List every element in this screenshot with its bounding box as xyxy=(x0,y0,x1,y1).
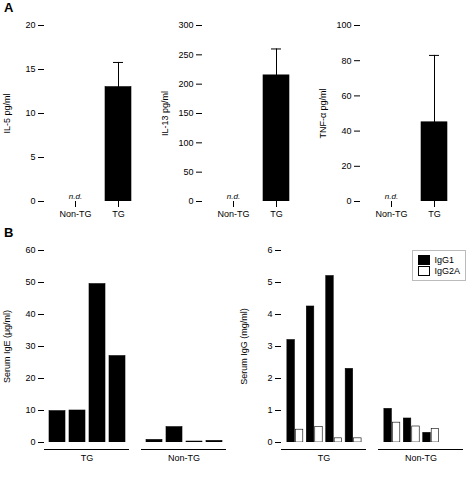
svg-text:Non-TG: Non-TG xyxy=(168,453,200,463)
svg-text:60: 60 xyxy=(341,91,351,101)
svg-text:20: 20 xyxy=(341,161,351,171)
svg-text:20: 20 xyxy=(25,373,35,383)
svg-text:TG: TG xyxy=(318,453,331,463)
svg-text:2: 2 xyxy=(267,373,272,383)
svg-text:10: 10 xyxy=(25,108,35,118)
svg-text:n.d.: n.d. xyxy=(227,192,240,201)
svg-text:200: 200 xyxy=(178,79,193,89)
svg-text:6: 6 xyxy=(267,245,272,255)
svg-text:TG: TG xyxy=(112,209,125,219)
svg-text:10: 10 xyxy=(25,405,35,415)
svg-text:Serum IgE (μg/ml): Serum IgE (μg/ml) xyxy=(2,310,12,383)
svg-text:80: 80 xyxy=(341,56,351,66)
html-text:A: A xyxy=(4,0,14,15)
html-text:IgG1: IgG1 xyxy=(434,255,454,265)
svg-text:n.d.: n.d. xyxy=(385,192,398,201)
svg-text:0: 0 xyxy=(188,196,193,206)
svg-text:100: 100 xyxy=(178,138,193,148)
svg-text:TNF-α pg/ml: TNF-α pg/ml xyxy=(318,88,328,138)
svg-text:Serum IgG (mg/ml): Serum IgG (mg/ml) xyxy=(239,308,249,385)
svg-text:Non-TG: Non-TG xyxy=(405,453,437,463)
svg-text:IL-13 pg/ml: IL-13 pg/ml xyxy=(160,91,170,136)
svg-text:Non-TG: Non-TG xyxy=(375,209,407,219)
svg-text:150: 150 xyxy=(178,108,193,118)
svg-text:15: 15 xyxy=(25,64,35,74)
svg-text:0: 0 xyxy=(30,196,35,206)
svg-text:60: 60 xyxy=(25,245,35,255)
html-text:IgG2A: IgG2A xyxy=(434,266,460,276)
svg-text:5: 5 xyxy=(30,152,35,162)
html-text:B: B xyxy=(4,225,14,240)
svg-text:3: 3 xyxy=(267,341,272,351)
svg-text:30: 30 xyxy=(25,341,35,351)
svg-text:40: 40 xyxy=(25,309,35,319)
svg-text:40: 40 xyxy=(341,126,351,136)
svg-text:100: 100 xyxy=(336,20,351,30)
svg-text:Non-TG: Non-TG xyxy=(217,209,249,219)
svg-text:TG: TG xyxy=(428,209,441,219)
svg-text:20: 20 xyxy=(25,20,35,30)
svg-text:0: 0 xyxy=(30,437,35,447)
svg-text:TG: TG xyxy=(81,453,94,463)
svg-text:4: 4 xyxy=(267,309,272,319)
svg-text:Non-TG: Non-TG xyxy=(59,209,91,219)
svg-text:0: 0 xyxy=(267,437,272,447)
svg-text:IL-5 pg/ml: IL-5 pg/ml xyxy=(2,93,12,133)
svg-text:1: 1 xyxy=(267,405,272,415)
svg-text:50: 50 xyxy=(183,167,193,177)
svg-text:250: 250 xyxy=(178,50,193,60)
svg-text:0: 0 xyxy=(346,196,351,206)
svg-text:50: 50 xyxy=(25,277,35,287)
svg-text:300: 300 xyxy=(178,20,193,30)
svg-text:5: 5 xyxy=(267,277,272,287)
svg-text:TG: TG xyxy=(270,209,283,219)
svg-text:n.d.: n.d. xyxy=(69,192,82,201)
